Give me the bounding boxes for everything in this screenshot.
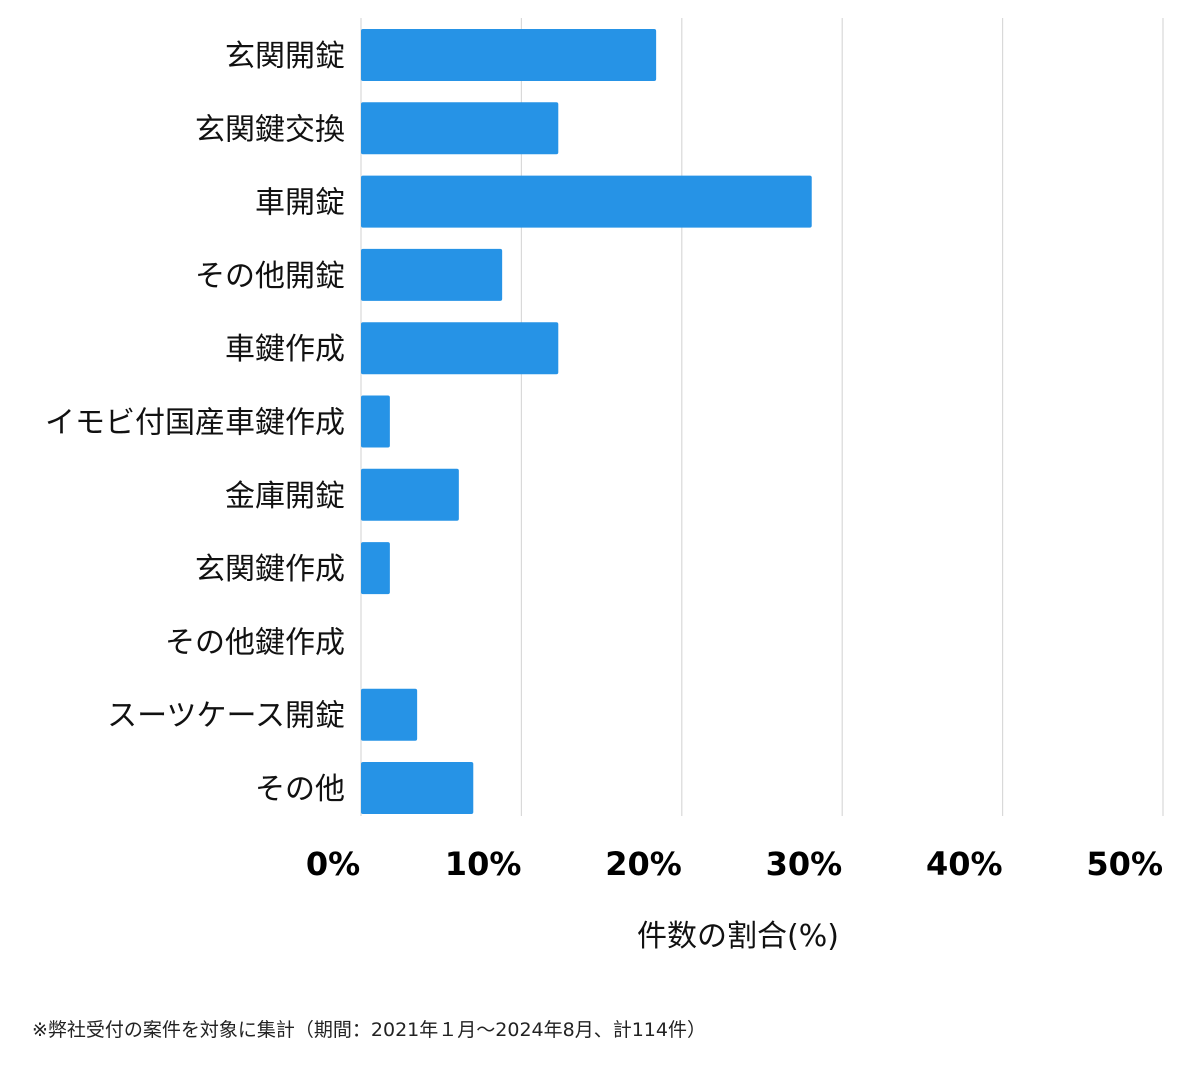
bar-4 bbox=[361, 322, 559, 375]
bar-5 bbox=[361, 395, 390, 448]
bar-layer bbox=[361, 29, 812, 814]
x-tick-label-30: 30% bbox=[766, 845, 843, 883]
category-label-7: 玄関鍵作成 bbox=[195, 552, 345, 587]
bar-3 bbox=[361, 248, 503, 301]
category-label-3: その他開錠 bbox=[195, 259, 345, 294]
tick-label-layer: 0% 10% 20% 30% 40% 50% bbox=[306, 845, 1163, 883]
x-axis-title: 件数の割合(%) bbox=[637, 919, 839, 954]
x-tick-label-20: 20% bbox=[605, 845, 682, 883]
category-label-10: その他 bbox=[255, 772, 345, 807]
bar-2 bbox=[361, 175, 812, 228]
bar-10 bbox=[361, 762, 474, 814]
x-tick-label-0: 0% bbox=[306, 845, 360, 883]
category-label-layer: 玄関開錠玄関鍵交換車開錠その他開錠車鍵作成イモビ付国産車鍵作成金庫開錠玄関鍵作成… bbox=[45, 39, 345, 807]
bar-7 bbox=[361, 542, 390, 595]
x-tick-label-10: 10% bbox=[445, 845, 522, 883]
bar-6 bbox=[361, 468, 459, 521]
category-label-2: 車開錠 bbox=[255, 186, 345, 221]
category-label-0: 玄関開錠 bbox=[225, 39, 345, 74]
x-tick-label-40: 40% bbox=[926, 845, 1003, 883]
category-label-5: イモビ付国産車鍵作成 bbox=[45, 406, 345, 441]
category-label-1: 玄関鍵交換 bbox=[195, 112, 345, 147]
category-label-9: スーツケース開錠 bbox=[107, 699, 345, 734]
footnote: ※弊社受付の案件を対象に集計（期間：2021年１月～2024年8月、計114件） bbox=[32, 1019, 706, 1041]
category-label-8: その他鍵作成 bbox=[165, 625, 345, 660]
bar-9 bbox=[361, 688, 418, 741]
bar-0 bbox=[361, 29, 657, 81]
category-label-6: 金庫開錠 bbox=[225, 479, 345, 514]
category-label-4: 車鍵作成 bbox=[225, 332, 345, 367]
bar-1 bbox=[361, 102, 559, 155]
x-tick-label-50: 50% bbox=[1086, 845, 1163, 883]
